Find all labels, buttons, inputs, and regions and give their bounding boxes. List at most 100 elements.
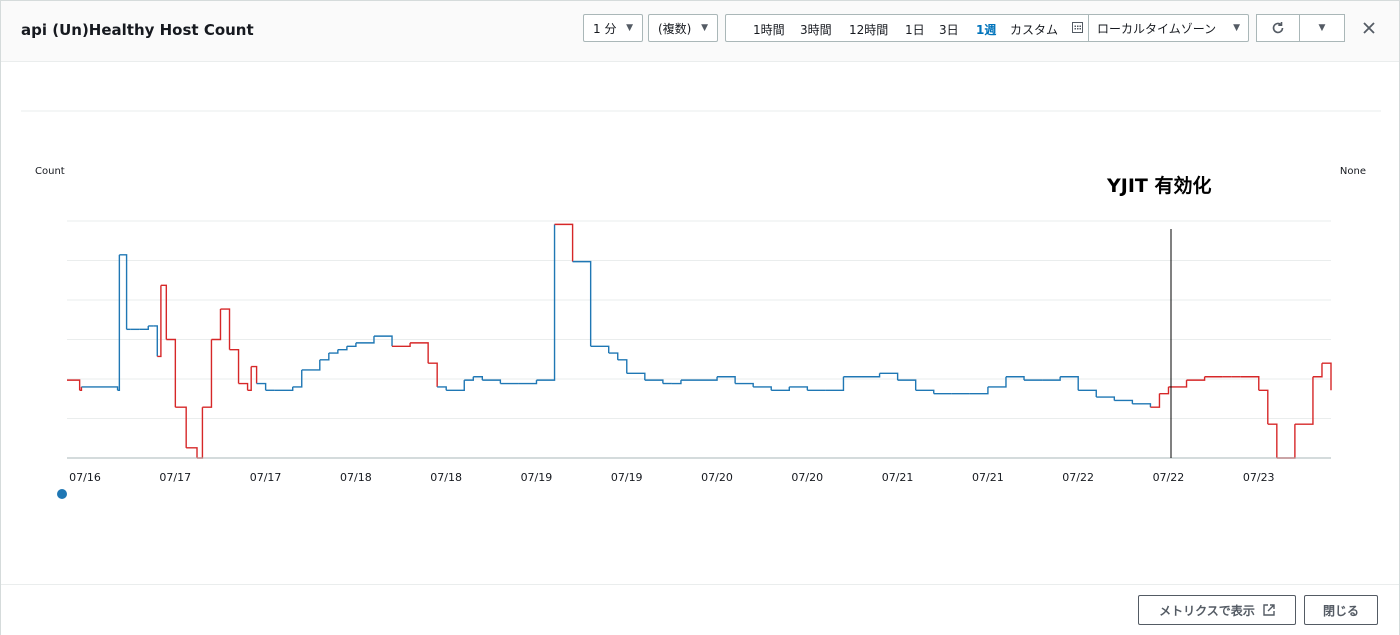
period-select-label: 1 分 [593, 21, 617, 36]
series-segment [67, 379, 81, 391]
x-tick-label: 07/22 [1062, 471, 1094, 484]
x-tick-label: 07/21 [972, 471, 1004, 484]
series-segment [160, 284, 168, 340]
series-segment [1078, 389, 1097, 398]
series-segment [1276, 424, 1296, 459]
series-segment [699, 376, 718, 381]
widget-title: api (Un)Healthy Host Count [21, 21, 254, 39]
series-segment [879, 372, 899, 381]
series-segment [1258, 389, 1269, 425]
series-segment [139, 325, 149, 331]
series-segment [617, 359, 628, 374]
timezone-select[interactable]: ローカルタイムゾーン ▼ [1088, 15, 1248, 41]
series-segment [211, 309, 222, 341]
timezone-select-label: ローカルタイムゾーン [1097, 21, 1217, 36]
series-segment [554, 223, 574, 262]
period-select[interactable]: 1 分 ▼ [583, 14, 643, 42]
calendar-icon[interactable] [1072, 22, 1083, 33]
series-lines [67, 223, 1332, 459]
series-segment [897, 379, 917, 391]
caret-down-icon: ▼ [701, 23, 708, 33]
series-segment [518, 380, 538, 385]
series-segment [1186, 376, 1206, 381]
modal-header: api (Un)Healthy Host Count 1 分 ▼ (複数) ▼ … [1, 1, 1399, 62]
x-axis-ticks: 07/16 07/17 07/17 07/18 07/18 07/19 07/19 07/20… [69, 471, 1274, 484]
range-3h[interactable]: 3時間 [800, 23, 832, 37]
x-tick-label: 07/22 [1153, 471, 1185, 484]
series-segment [292, 369, 303, 388]
series-segment [1114, 399, 1134, 404]
series-segment [1060, 376, 1079, 391]
line-chart: Count None 07/16 07/17 07/17 07/18 07/18 07/1… [21, 110, 1381, 484]
y-axis-label: Count [35, 166, 65, 177]
series-segment [753, 386, 772, 391]
series-segment [1240, 376, 1260, 391]
range-1h[interactable]: 1時間 [753, 23, 785, 37]
range-1d[interactable]: 1日 [905, 23, 925, 37]
series-segment [319, 353, 330, 361]
range-custom[interactable]: カスタム [1010, 23, 1059, 37]
caret-down-icon: ▼ [1233, 23, 1240, 33]
range-12h[interactable]: 12時間 [849, 23, 889, 37]
series-segment [166, 338, 177, 408]
refresh-icon [1272, 22, 1284, 34]
refresh-options-button[interactable]: ▼ [1300, 14, 1345, 42]
series-segment [274, 386, 294, 391]
series-segment [735, 382, 754, 387]
series-segment [197, 407, 204, 459]
range-1w[interactable]: 1週 [976, 23, 997, 37]
series-segment [1168, 380, 1188, 388]
x-tick-label: 07/19 [521, 471, 553, 484]
gridlines [67, 220, 1331, 419]
series-segment [987, 376, 1007, 388]
series-segment [1312, 363, 1323, 378]
series-segment [825, 376, 845, 391]
x-tick-label: 07/17 [250, 471, 282, 484]
annotation-label: YJIT 有効化 [1106, 174, 1211, 197]
series-segment [175, 406, 187, 448]
series-segment [81, 386, 119, 391]
series-segment [1096, 396, 1116, 401]
refresh-button[interactable] [1256, 14, 1300, 42]
series-segment [202, 339, 213, 408]
x-tick-label: 07/21 [882, 471, 914, 484]
series-segment [355, 336, 375, 344]
series-segment [482, 379, 502, 384]
series-segment [1321, 362, 1332, 391]
series-segment [590, 345, 610, 354]
statistic-select-label: (複数) [658, 21, 692, 36]
close-icon[interactable] [1361, 20, 1377, 36]
series-segment [789, 386, 809, 391]
series-segment [410, 342, 429, 364]
series-segment [1294, 376, 1314, 425]
x-tick-label: 07/19 [611, 471, 643, 484]
series-segment [373, 335, 393, 347]
y2-axis-label: None [1340, 166, 1366, 177]
series-segment [717, 376, 736, 384]
series-segment [238, 382, 249, 391]
series-segment [220, 308, 231, 350]
series-segment [464, 376, 474, 381]
view-in-metrics-button[interactable]: メトリクスで表示 [1138, 595, 1296, 625]
caret-down-icon: ▼ [626, 23, 633, 33]
x-tick-label: 07/18 [430, 471, 462, 484]
series-segment [1132, 403, 1152, 408]
statistic-select[interactable]: (複数) ▼ [648, 14, 718, 42]
series-segment [1042, 376, 1061, 381]
series-segment [861, 373, 881, 378]
modal-footer: メトリクスで表示 閉じる [1, 584, 1399, 635]
series-segment [346, 342, 357, 347]
series-segment [157, 285, 162, 358]
x-tick-label: 07/20 [791, 471, 823, 484]
series-segment [256, 382, 267, 391]
close-button[interactable]: 閉じる [1304, 595, 1378, 625]
series-segment [337, 346, 348, 351]
range-3d[interactable]: 3日 [939, 23, 959, 37]
series-segment [428, 362, 438, 387]
series-segment [1159, 386, 1170, 395]
series-segment [117, 254, 121, 391]
x-tick-label: 07/17 [159, 471, 191, 484]
series-segment [153, 325, 158, 357]
series-segment [915, 389, 935, 394]
